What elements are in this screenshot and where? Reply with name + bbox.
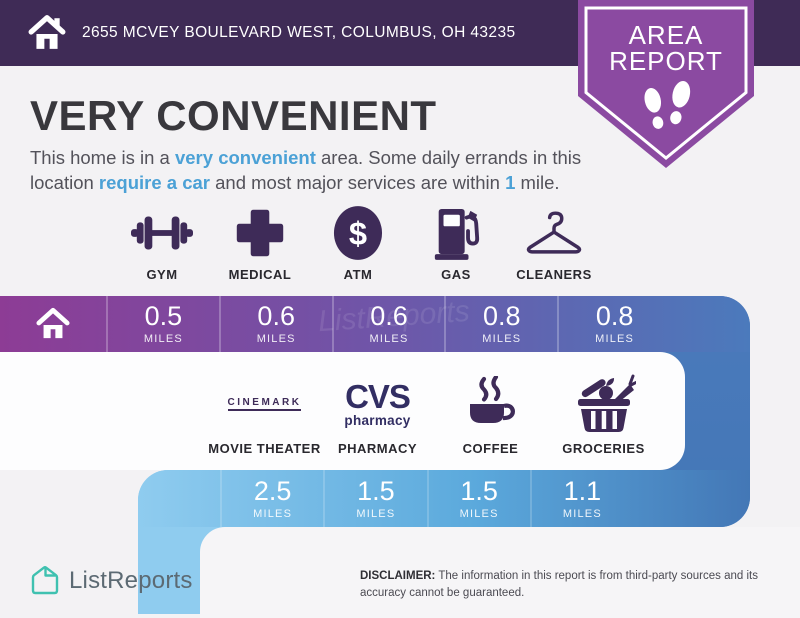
- address-text: 2655 MCVEY BOULEVARD WEST, COLUMBUS, OH …: [82, 24, 516, 41]
- cvs-logo: CVS pharmacy: [344, 378, 411, 429]
- distance-bar-row1: [0, 296, 750, 352]
- home-icon: [28, 15, 66, 49]
- distance-unit: MILES: [356, 507, 396, 520]
- amenity-label: CLEANERS: [516, 267, 592, 282]
- summary-text: This home is in a very convenient area. …: [30, 146, 586, 195]
- distance-bar-row1-content: 0.5 MILES 0.6 MILES 0.6 MILES 0.8 MILES …: [0, 296, 670, 352]
- amenity-label: MEDICAL: [228, 267, 292, 282]
- distance-gym: 0.5 MILES: [106, 296, 219, 352]
- distance-value: 0.5: [144, 301, 183, 331]
- distance-movie-theater: 2.5 MILES: [220, 470, 323, 527]
- hanger-icon: [526, 211, 582, 254]
- amenity-label: MOVIE THEATER: [208, 441, 321, 456]
- cvs-logo-main: CVS: [345, 378, 411, 416]
- amenity-label: GYM: [146, 267, 178, 282]
- amenity-label: GAS: [441, 267, 471, 282]
- cinemark-logo: CINEMARK: [227, 397, 302, 411]
- listreports-logo-icon: [31, 566, 59, 595]
- amenity-atm: $ ATM: [309, 204, 407, 282]
- coffee-cup-icon: [469, 376, 515, 423]
- distance-unit: MILES: [595, 333, 635, 345]
- distance-value: 2.5: [253, 475, 292, 506]
- amenity-cleaners: CLEANERS: [505, 204, 603, 282]
- distance-medical: 0.6 MILES: [218, 296, 332, 352]
- distance-unit: MILES: [253, 507, 293, 520]
- summary-part: area. Some daily errands in this locatio…: [30, 147, 582, 193]
- summary-part: This home is in a: [30, 147, 175, 168]
- area-report-badge: AREA REPORT: [578, 0, 754, 168]
- dollar-circle-icon: $: [333, 206, 383, 260]
- page-title: VERY CONVENIENT: [30, 92, 437, 139]
- distance-atm: 0.6 MILES: [331, 296, 445, 352]
- distance-value: 0.6: [257, 301, 295, 331]
- amenity-gas: GAS: [407, 204, 505, 282]
- dumbbell-icon: [131, 216, 193, 250]
- amenity-medical: MEDICAL: [211, 204, 309, 282]
- distance-unit: MILES: [562, 507, 602, 520]
- disclaimer-text: The information in this report is from t…: [360, 570, 758, 600]
- cvs-logo-sub: pharmacy: [344, 413, 411, 429]
- distance-unit: MILES: [369, 333, 409, 345]
- inner-white-panel: [0, 352, 685, 470]
- footer-panel: [200, 527, 800, 618]
- amenity-label: COFFEE: [462, 441, 519, 456]
- distance-cleaners: 0.8 MILES: [557, 296, 670, 352]
- amenity-label: PHARMACY: [337, 441, 418, 456]
- distance-value: 0.6: [370, 301, 408, 331]
- listreports-logo: ListReports: [30, 565, 193, 596]
- distance-bar-row2-content: 2.5 MILES 1.5 MILES 1.5 MILES 1.1 MILES: [220, 470, 633, 527]
- disclaimer: DISCLAIMER: The information in this repo…: [360, 568, 775, 603]
- home-icon: [36, 307, 70, 339]
- amenity-gym: GYM: [113, 204, 211, 282]
- amenity-label: GROCERIES: [562, 441, 645, 456]
- badge-title-line1: AREA: [629, 20, 704, 50]
- summary-highlight-convenient: very convenient: [174, 147, 316, 168]
- gas-pump-icon: [434, 208, 480, 260]
- route-home-marker: [0, 296, 106, 352]
- distance-groceries: 1.1 MILES: [529, 470, 633, 527]
- distance-value: 1.5: [357, 475, 395, 506]
- amenity-label: ATM: [343, 267, 373, 282]
- summary-highlight-car: require a car: [98, 171, 210, 193]
- badge-title-line2: REPORT: [609, 46, 723, 76]
- distance-unit: MILES: [143, 333, 183, 345]
- dollar-glyph: $: [349, 215, 367, 252]
- distance-pharmacy: 1.5 MILES: [323, 470, 426, 527]
- disclaimer-label: DISCLAIMER:: [360, 570, 436, 582]
- distance-value: 1.5: [460, 475, 498, 506]
- summary-part: mile.: [515, 171, 560, 193]
- distance-value: 0.8: [483, 301, 521, 331]
- summary-highlight-mile: 1: [505, 171, 516, 193]
- distance-coffee: 1.5 MILES: [426, 470, 530, 527]
- amenity-movie-theater: CINEMARK MOVIE THEATER: [208, 372, 321, 456]
- amenity-row-2: CINEMARK MOVIE THEATER CVS pharmacy PHAR…: [208, 372, 660, 456]
- medical-cross-icon: [236, 209, 284, 257]
- amenity-pharmacy: CVS pharmacy PHARMACY: [321, 372, 434, 456]
- distance-bar-row2: [138, 470, 750, 527]
- distance-value: 1.1: [563, 475, 602, 506]
- amenity-groceries: GROCERIES: [547, 372, 660, 456]
- distance-unit: MILES: [482, 333, 522, 345]
- amenity-row-1: GYM MEDICAL $ ATM: [113, 204, 603, 282]
- distance-unit: MILES: [256, 333, 296, 345]
- brand-name: ListReports: [69, 566, 193, 594]
- distance-unit: MILES: [459, 507, 499, 520]
- summary-part: and most major services are within: [209, 171, 506, 193]
- amenity-coffee: COFFEE: [434, 372, 547, 456]
- distance-value: 0.8: [595, 301, 634, 331]
- grocery-basket-icon: [577, 374, 636, 432]
- footprints-icon: [644, 80, 691, 129]
- distance-gas: 0.8 MILES: [444, 296, 557, 352]
